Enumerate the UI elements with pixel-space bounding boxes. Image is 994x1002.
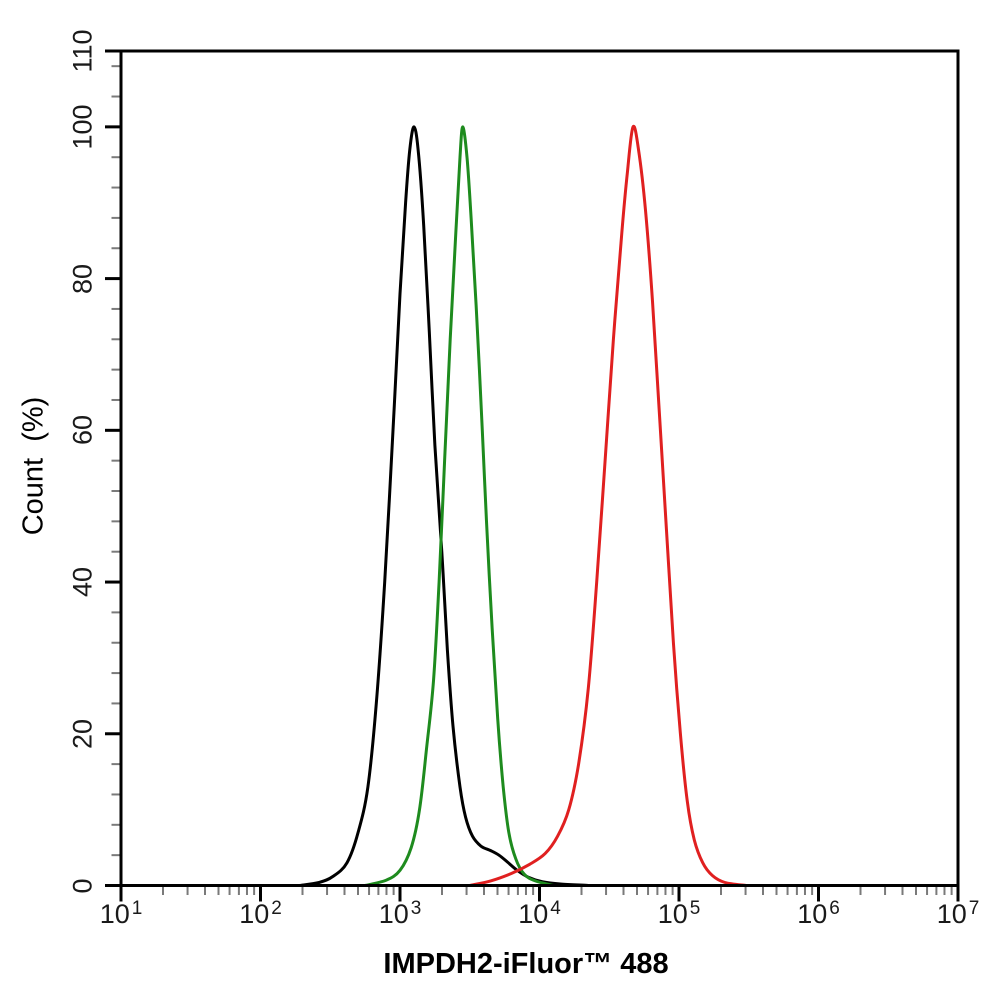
x-tick-label-10e3: 10 3 — [378, 898, 422, 929]
green-curve — [363, 125, 555, 887]
x-tick-label-10e1: 10 1 — [99, 898, 143, 929]
x-tick-label-10e2: 10 2 — [239, 898, 282, 929]
y-tick-label-80: 80 — [67, 263, 98, 294]
y-tick-label-0: 0 — [67, 877, 98, 894]
y-tick-label-100: 100 — [67, 104, 98, 150]
y-axis-title: Count (%) — [17, 396, 50, 536]
y-tick-label-110: 110 — [67, 29, 98, 73]
black-curve — [298, 125, 590, 887]
x-tick-label-10e6: 10 6 — [797, 898, 840, 929]
x-tick-label-10e4: 10 4 — [518, 898, 561, 929]
x-tick-label-10e5: 10 5 — [657, 898, 701, 929]
plot-box — [119, 49, 960, 887]
y-tick-label-20: 20 — [67, 718, 98, 749]
y-tick-label-60: 60 — [67, 415, 98, 446]
y-tick-label-40: 40 — [67, 567, 98, 598]
x-axis-title: IMPDH2-iFluor™ 488 — [383, 948, 669, 980]
x-tick-label-10e7: 10 7 — [936, 898, 980, 929]
red-curve — [468, 124, 748, 887]
